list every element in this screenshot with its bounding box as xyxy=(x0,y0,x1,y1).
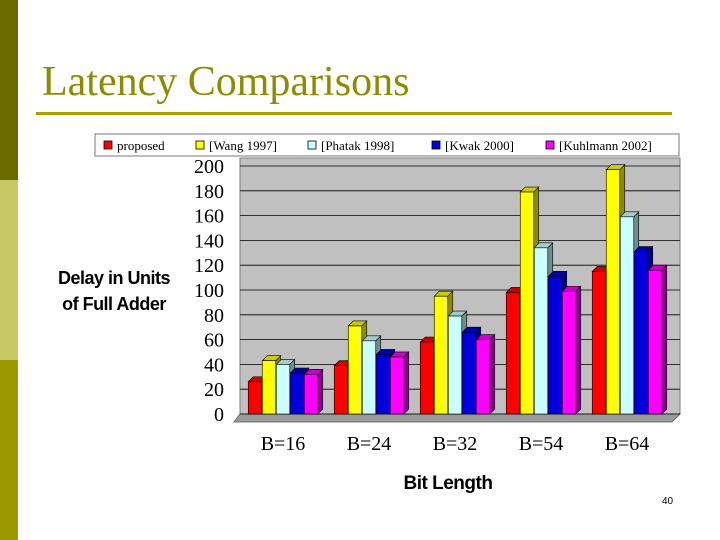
bar-front xyxy=(505,292,521,415)
y-tick-label: 120 xyxy=(194,255,224,277)
bar-front xyxy=(275,364,291,415)
x-tick-label: B=32 xyxy=(433,433,478,455)
bar-front xyxy=(361,340,377,415)
x-tick-label: B=24 xyxy=(347,433,392,455)
bar-front xyxy=(347,325,363,415)
bar-side xyxy=(661,264,668,415)
bar-side xyxy=(317,368,324,415)
bar-side xyxy=(403,351,410,415)
bar-front xyxy=(247,381,263,415)
bar-front xyxy=(605,169,621,415)
page-number: 40 xyxy=(662,496,674,507)
y-tick-label: 0 xyxy=(214,404,224,426)
title-underline xyxy=(36,112,672,115)
legend-swatch xyxy=(307,140,317,150)
legend-box xyxy=(94,133,680,157)
bar-front xyxy=(519,191,535,415)
bar-front xyxy=(447,315,463,415)
sidebar-accent-bottom xyxy=(0,360,18,540)
legend-item: [Wang 1997] xyxy=(195,138,277,153)
bar-front xyxy=(633,251,649,415)
legend-item: [Kwak 2000] xyxy=(431,138,514,153)
y-tick-label: 20 xyxy=(204,379,224,401)
y-tick-label: 60 xyxy=(204,330,224,352)
bar xyxy=(647,264,668,415)
bar-front xyxy=(461,331,477,415)
x-tick-label: B=16 xyxy=(261,433,306,455)
y-tick-label: 200 xyxy=(194,156,224,178)
legend-label: [Wang 1997] xyxy=(209,138,277,153)
bar-front xyxy=(289,372,305,415)
legend-swatch xyxy=(103,140,113,150)
bar-front xyxy=(333,365,349,415)
legend-label: [Kuhlmann 2002] xyxy=(559,138,652,153)
bar-front xyxy=(533,247,549,415)
bar-front xyxy=(433,295,449,415)
bar xyxy=(389,351,410,415)
sidebar-accent-top xyxy=(0,0,18,180)
y-tick-label: 40 xyxy=(204,354,224,376)
bar-front xyxy=(547,276,563,415)
bar-front xyxy=(619,216,635,415)
bar-front xyxy=(389,356,405,415)
x-axis-title: Bit Length xyxy=(404,473,493,494)
legend-label: [Kwak 2000] xyxy=(445,138,514,153)
legend-item: proposed xyxy=(103,138,165,153)
y-axis-title-line2: of Full Adder xyxy=(62,294,166,314)
bar xyxy=(475,333,496,415)
legend-label: proposed xyxy=(117,138,165,153)
legend-label: [Phatak 1998] xyxy=(321,138,394,153)
bar-front xyxy=(303,374,319,415)
y-axis-title: Delay in Units xyxy=(58,268,171,288)
bar-front xyxy=(261,360,277,415)
bar-front xyxy=(561,290,577,415)
slide-title: Latency Comparisons xyxy=(42,59,410,105)
x-tick-label: B=54 xyxy=(519,433,564,455)
legend-item: [Kuhlmann 2002] xyxy=(545,138,652,153)
chart-legend: proposed [Wang 1997] [Phatak 1998] [Kwak 20… xyxy=(94,133,680,157)
bar-front xyxy=(419,341,435,415)
y-tick-label: 80 xyxy=(204,305,224,327)
y-tick-label: 140 xyxy=(194,230,224,252)
y-tick-label: 180 xyxy=(194,181,224,203)
bar-front xyxy=(591,271,607,415)
bar xyxy=(303,368,324,415)
legend-swatch xyxy=(545,140,555,150)
sidebar-accent-middle xyxy=(0,180,18,360)
bar-side xyxy=(575,285,582,415)
bar-front xyxy=(375,354,391,415)
bar-front xyxy=(475,339,491,415)
chart-floor xyxy=(233,413,682,423)
bar-front xyxy=(647,269,663,415)
bar-side xyxy=(489,333,496,415)
legend-item: [Phatak 1998] xyxy=(307,138,394,153)
y-tick-label: 160 xyxy=(194,206,224,228)
legend-swatch xyxy=(195,140,205,150)
bar xyxy=(561,285,582,415)
x-tick-label: B=64 xyxy=(605,433,650,455)
legend-swatch xyxy=(431,140,441,150)
y-tick-label: 100 xyxy=(194,280,224,302)
